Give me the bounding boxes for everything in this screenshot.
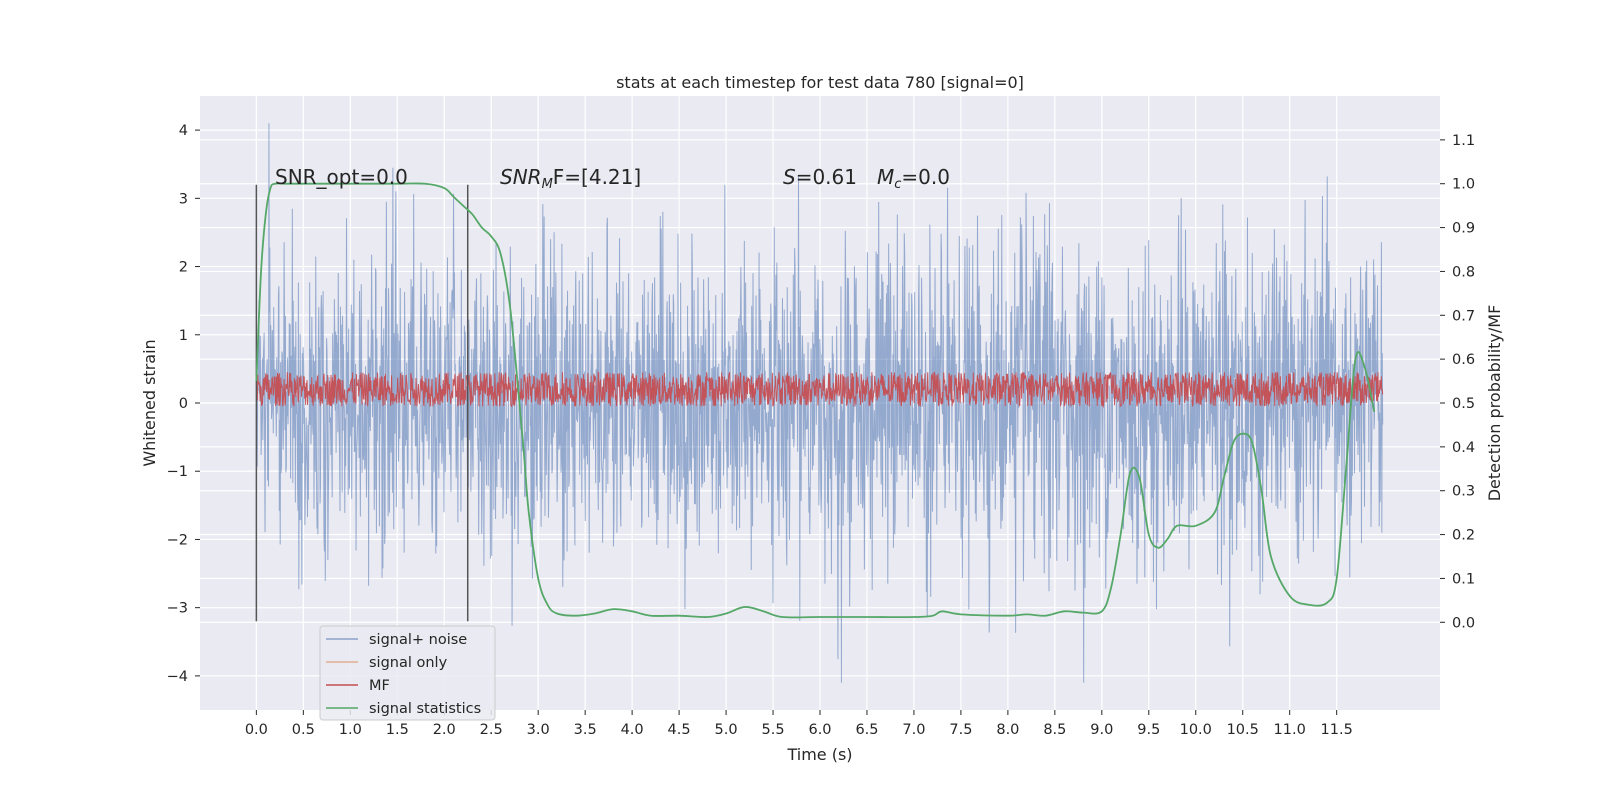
x-tick-label-2: 1.0 — [339, 722, 362, 738]
legend: signal+ noise signal only MF signal stat… — [319, 625, 496, 721]
signal-statistics-series — [255, 182, 1376, 619]
x-tick-label-8: 4.0 — [621, 722, 644, 738]
y-tick-label-5: −1 — [167, 464, 188, 480]
y-tick-label-3: 1 — [179, 328, 188, 344]
annotation-snr-opt: SNR_opt=0.0 — [275, 165, 408, 189]
y2-tick-label-6: 0.5 — [1452, 396, 1475, 412]
legend-label-signal-statistics: signal statistics — [369, 701, 481, 717]
legend-label-signal-only: signal only — [369, 655, 448, 671]
y-tick-label-0: 4 — [179, 123, 188, 139]
x-tick-label-3: 1.5 — [386, 722, 409, 738]
legend-label-signal-noise: signal+ noise — [369, 632, 467, 648]
annotation-s-rest: =0.61 — [796, 165, 857, 189]
y2-tick-label-8: 0.3 — [1452, 484, 1475, 500]
annotation-snr-mf-rest: F=[4.21] — [553, 165, 641, 189]
annotation-mc-sub: c — [894, 177, 901, 192]
y2-tick-label-1: 1.0 — [1452, 177, 1475, 193]
y2-tick-label-5: 0.6 — [1452, 352, 1475, 368]
y-tick-label-7: −3 — [167, 601, 188, 617]
annotation-s-main: S — [783, 165, 796, 189]
y-axis-left: 4 3 2 1 0 −1 −2 −3 −4 — [167, 123, 200, 685]
x-tick-label-16: 8.0 — [996, 722, 1019, 738]
x-tick-label-12: 6.0 — [808, 722, 831, 738]
signal-noise-series — [255, 123, 1384, 683]
x-tick-label-23: 11.5 — [1321, 722, 1353, 738]
annotation-mc-rest: =0.0 — [901, 165, 950, 189]
x-tick-label-20: 10.0 — [1180, 722, 1212, 738]
x-tick-label-9: 4.5 — [668, 722, 691, 738]
y2-tick-label-2: 0.9 — [1452, 221, 1475, 237]
x-tick-label-14: 7.0 — [902, 722, 925, 738]
x-tick-label-21: 10.5 — [1227, 722, 1259, 738]
y2-axis-label: Detection probability/MF — [1485, 305, 1504, 502]
legend-label-mf: MF — [369, 678, 390, 694]
x-tick-label-4: 2.0 — [433, 722, 456, 738]
y2-tick-label-0: 1.1 — [1452, 133, 1475, 149]
x-tick-label-22: 11.0 — [1274, 722, 1306, 738]
annotation-snr-mf-main: SNR — [500, 165, 542, 189]
x-tick-label-17: 8.5 — [1043, 722, 1066, 738]
y2-tick-label-10: 0.1 — [1452, 571, 1475, 587]
event-markers — [255, 184, 469, 622]
y2-tick-label-9: 0.2 — [1452, 528, 1475, 544]
y2-tick-label-7: 0.4 — [1452, 440, 1475, 456]
y2-tick-label-11: 0.0 — [1452, 615, 1475, 631]
x-axis-label: Time (s) — [786, 745, 852, 764]
x-tick-label-18: 9.0 — [1090, 722, 1113, 738]
plot-layer — [255, 123, 1384, 683]
y-tick-label-6: −2 — [167, 532, 188, 548]
x-tick-label-10: 5.0 — [715, 722, 738, 738]
y-tick-label-1: 3 — [179, 191, 188, 207]
y-tick-label-4: 0 — [179, 396, 188, 412]
x-tick-label-13: 6.5 — [855, 722, 878, 738]
y2-tick-label-4: 0.7 — [1452, 308, 1475, 324]
y2-tick-label-3: 0.8 — [1452, 264, 1475, 280]
x-tick-label-11: 5.5 — [761, 722, 784, 738]
x-tick-label-19: 9.5 — [1137, 722, 1160, 738]
annotation-mc: Mc=0.0 — [877, 165, 950, 192]
mf-series — [255, 371, 1384, 409]
x-tick-label-6: 3.0 — [527, 722, 550, 738]
annotation-snr-mf: SNRMF=[4.21] — [500, 165, 641, 192]
x-tick-label-1: 0.5 — [292, 722, 315, 738]
x-tick-label-0: 0.0 — [245, 722, 268, 738]
legend-box — [319, 625, 496, 721]
x-axis: 0.0 0.5 1.0 1.5 2.0 2.5 3.0 3.5 4.0 4.5 5.0 5.5 6.0 6… — [245, 710, 1353, 738]
x-tick-label-15: 7.5 — [949, 722, 972, 738]
x-tick-label-7: 3.5 — [574, 722, 597, 738]
annotation-s: S=0.61 — [783, 165, 857, 189]
y-axis-right: 1.1 1.0 0.9 0.8 0.7 0.6 0.5 0.4 0.3 0.2 0.1 0.0 — [1440, 133, 1475, 631]
y-axis-label: Whitened strain — [140, 339, 159, 466]
chart-title: stats at each timestep for test data 780… — [616, 73, 1024, 92]
y-tick-label-8: −4 — [167, 669, 188, 685]
x-tick-label-5: 2.5 — [480, 722, 503, 738]
y-tick-label-2: 2 — [179, 260, 188, 276]
annotation-snr-mf-sub: M — [542, 177, 553, 192]
annotation-mc-main: M — [877, 165, 894, 189]
